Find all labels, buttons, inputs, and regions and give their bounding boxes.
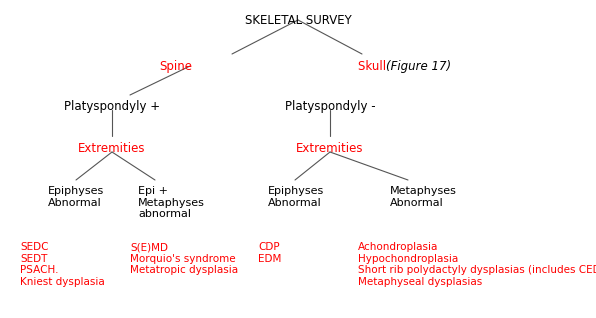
Text: Epiphyses
Abnormal: Epiphyses Abnormal	[48, 186, 104, 208]
Text: (Figure 17): (Figure 17)	[386, 60, 451, 73]
Text: Metaphyses
Abnormal: Metaphyses Abnormal	[390, 186, 457, 208]
Text: CDP
EDM: CDP EDM	[258, 242, 281, 264]
Text: Spine: Spine	[159, 60, 192, 73]
Text: SEDC
SEDT
PSACH.
Kniest dysplasia: SEDC SEDT PSACH. Kniest dysplasia	[20, 242, 105, 287]
Text: Extremities: Extremities	[296, 142, 364, 155]
Text: S(E)MD
Morquio's syndrome
Metatropic dysplasia: S(E)MD Morquio's syndrome Metatropic dys…	[130, 242, 238, 275]
Text: Skull: Skull	[358, 60, 390, 73]
Text: Epi +
Metaphyses
abnormal: Epi + Metaphyses abnormal	[138, 186, 205, 219]
Text: Epiphyses
Abnormal: Epiphyses Abnormal	[268, 186, 324, 208]
Text: SKELETAL SURVEY: SKELETAL SURVEY	[244, 14, 352, 27]
Text: Platyspondyly -: Platyspondyly -	[285, 100, 375, 113]
Text: Extremities: Extremities	[78, 142, 146, 155]
Text: Achondroplasia
Hypochondroplasia
Short rib polydactyly dysplasias (includes CED): Achondroplasia Hypochondroplasia Short r…	[358, 242, 596, 287]
Text: Platyspondyly +: Platyspondyly +	[64, 100, 160, 113]
